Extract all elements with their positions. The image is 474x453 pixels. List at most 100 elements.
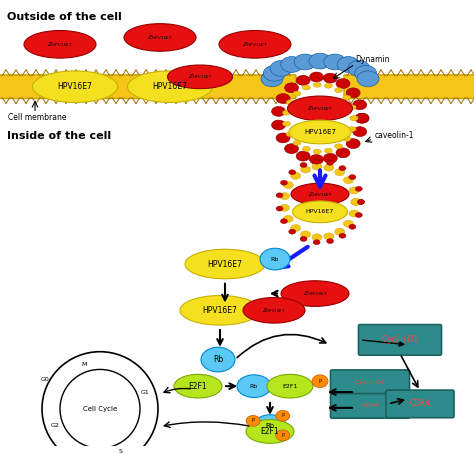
Text: G1: G1 <box>141 390 149 395</box>
Ellipse shape <box>356 212 362 217</box>
Ellipse shape <box>293 91 301 96</box>
Ellipse shape <box>294 54 316 70</box>
Text: Outside of the cell: Outside of the cell <box>7 12 122 22</box>
Ellipse shape <box>276 94 290 103</box>
Ellipse shape <box>348 61 370 76</box>
Ellipse shape <box>336 79 350 88</box>
Ellipse shape <box>291 173 301 179</box>
Ellipse shape <box>286 100 294 105</box>
Ellipse shape <box>353 127 367 136</box>
FancyBboxPatch shape <box>0 75 296 98</box>
FancyBboxPatch shape <box>358 325 441 355</box>
Text: G2: G2 <box>50 423 59 428</box>
Ellipse shape <box>302 85 310 90</box>
Ellipse shape <box>302 146 310 151</box>
Ellipse shape <box>312 375 328 388</box>
Text: HPV16E7: HPV16E7 <box>57 82 92 91</box>
Ellipse shape <box>351 198 361 205</box>
Ellipse shape <box>313 82 321 87</box>
Ellipse shape <box>301 231 310 238</box>
Ellipse shape <box>167 65 233 89</box>
Text: $Z_{HPV16E7}$: $Z_{HPV16E7}$ <box>263 306 286 315</box>
Text: Inside of the cell: Inside of the cell <box>7 131 111 141</box>
Ellipse shape <box>284 83 299 93</box>
Ellipse shape <box>346 88 360 98</box>
Text: $Z_{HPV16E7}$: $Z_{HPV16E7}$ <box>147 33 173 42</box>
Ellipse shape <box>335 169 345 176</box>
Ellipse shape <box>281 281 349 306</box>
Ellipse shape <box>348 127 356 131</box>
Ellipse shape <box>289 120 351 144</box>
Ellipse shape <box>353 100 367 110</box>
Ellipse shape <box>283 121 291 126</box>
Ellipse shape <box>291 183 349 205</box>
Ellipse shape <box>324 54 346 70</box>
Text: Cyclin D1: Cyclin D1 <box>382 335 418 344</box>
Ellipse shape <box>267 374 313 398</box>
Text: $Z_{HPV16E7}$: $Z_{HPV16E7}$ <box>303 289 328 298</box>
Ellipse shape <box>24 30 96 58</box>
Text: Cell membrane: Cell membrane <box>8 113 66 122</box>
Ellipse shape <box>337 57 359 72</box>
Ellipse shape <box>124 24 196 51</box>
Ellipse shape <box>355 113 369 123</box>
Text: P: P <box>281 433 284 438</box>
Ellipse shape <box>327 239 334 244</box>
Ellipse shape <box>348 105 356 110</box>
Ellipse shape <box>276 206 283 211</box>
Text: $Z_{HPV16E7}$: $Z_{HPV16E7}$ <box>242 40 268 49</box>
Ellipse shape <box>301 166 310 173</box>
Ellipse shape <box>327 160 334 165</box>
Ellipse shape <box>349 187 359 194</box>
Ellipse shape <box>313 159 320 164</box>
Ellipse shape <box>272 106 285 116</box>
Ellipse shape <box>323 154 337 163</box>
Ellipse shape <box>276 133 290 143</box>
Ellipse shape <box>335 228 345 235</box>
Ellipse shape <box>323 73 337 83</box>
Ellipse shape <box>357 199 365 204</box>
Ellipse shape <box>288 96 353 120</box>
Text: HPV16E7: HPV16E7 <box>304 129 336 135</box>
Ellipse shape <box>336 148 350 158</box>
Ellipse shape <box>324 148 332 153</box>
Ellipse shape <box>128 71 212 102</box>
Ellipse shape <box>292 201 347 222</box>
Ellipse shape <box>300 163 307 168</box>
Ellipse shape <box>272 120 285 130</box>
Text: CDK4: CDK4 <box>410 400 430 409</box>
Text: Rb: Rb <box>250 384 258 389</box>
Text: HPV16E7: HPV16E7 <box>208 260 242 269</box>
Text: Cell Cycle: Cell Cycle <box>83 406 117 412</box>
Ellipse shape <box>324 83 332 88</box>
Ellipse shape <box>246 415 260 426</box>
Text: $Z_{HPV16E7}$: $Z_{HPV16E7}$ <box>308 190 332 198</box>
Ellipse shape <box>349 175 356 179</box>
Text: P: P <box>252 419 255 424</box>
Ellipse shape <box>357 71 379 87</box>
Text: $Z_{HPV16E7}$: $Z_{HPV16E7}$ <box>188 72 212 81</box>
Ellipse shape <box>270 61 292 76</box>
Text: P: P <box>281 413 284 418</box>
Ellipse shape <box>310 154 324 164</box>
Ellipse shape <box>276 410 290 421</box>
Ellipse shape <box>283 110 291 115</box>
Ellipse shape <box>312 234 322 241</box>
Ellipse shape <box>357 199 365 204</box>
Text: E2F1: E2F1 <box>283 384 298 389</box>
Text: E2F1: E2F1 <box>189 382 207 390</box>
Ellipse shape <box>312 163 322 170</box>
Ellipse shape <box>355 65 377 81</box>
FancyBboxPatch shape <box>386 390 454 418</box>
Ellipse shape <box>281 219 287 224</box>
Ellipse shape <box>310 72 324 82</box>
Ellipse shape <box>281 57 303 72</box>
Text: Rb: Rb <box>213 355 223 364</box>
Ellipse shape <box>343 136 351 141</box>
Ellipse shape <box>296 151 310 161</box>
FancyBboxPatch shape <box>344 75 474 98</box>
Text: Rb: Rb <box>271 256 279 261</box>
Ellipse shape <box>339 166 346 171</box>
Ellipse shape <box>261 71 283 87</box>
Ellipse shape <box>280 204 290 211</box>
